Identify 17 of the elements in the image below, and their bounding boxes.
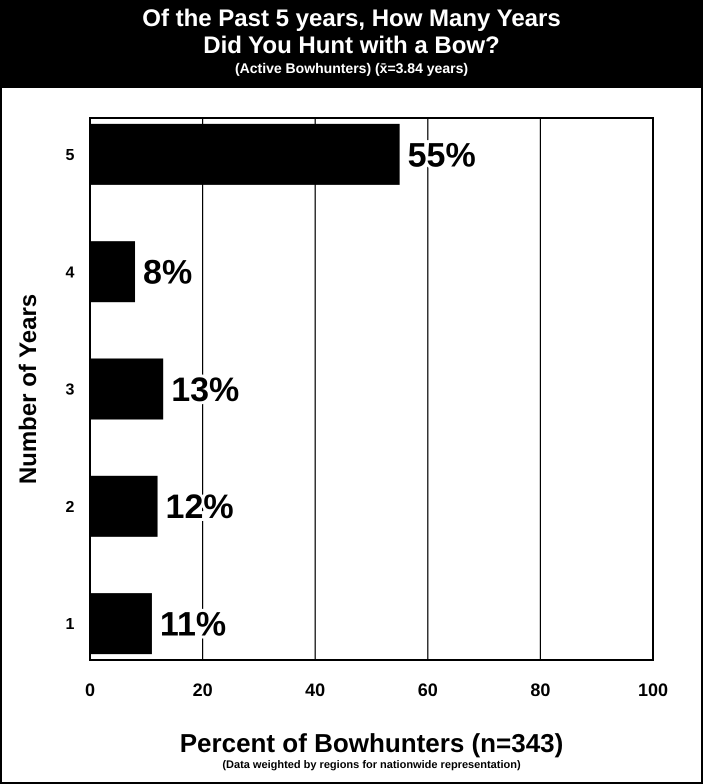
y-axis-title: Number of Years <box>15 294 42 484</box>
x-axis-title: Percent of Bowhunters (n=343) <box>180 728 564 758</box>
x-tick-label: 0 <box>84 680 96 700</box>
x-tick-label: 60 <box>418 680 438 700</box>
x-tick-label: 100 <box>638 680 668 700</box>
text: (Data weighted by regions for nationwide representation) <box>222 759 521 771</box>
x-tick-label: 40 <box>305 680 326 700</box>
y-tick-label: 4 <box>66 264 75 282</box>
chart-subtitle: (Active Bowhunters) (x̄=3.84 years) <box>234 60 468 76</box>
y-tick-label: 2 <box>66 498 75 516</box>
y-tick-label: 1 <box>66 616 75 634</box>
data-label: 8% <box>143 254 192 292</box>
y-tick-label: 5 <box>66 146 75 164</box>
x-tick-label: 20 <box>192 680 213 700</box>
y-tick-label: 3 <box>66 382 75 399</box>
x-tick-label: 80 <box>530 680 550 700</box>
chart-title: Of the Past 5 years, How Many Years Did You Hunt with a Bow? <box>142 5 561 59</box>
